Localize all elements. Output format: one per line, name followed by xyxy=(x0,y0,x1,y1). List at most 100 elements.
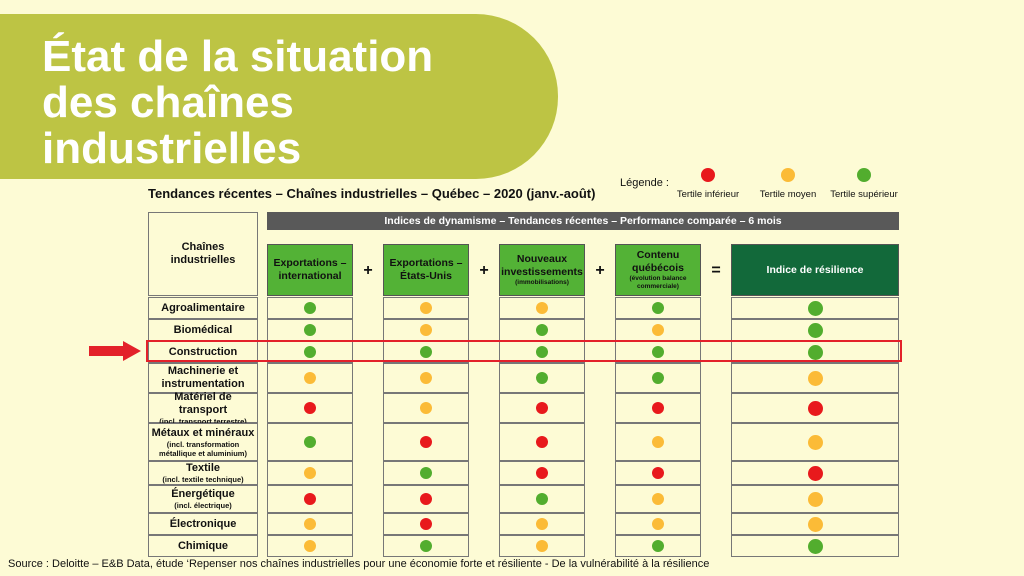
row-label-text: Construction xyxy=(168,345,238,358)
status-dot-green-icon xyxy=(536,493,548,505)
table-cell xyxy=(731,393,899,423)
table-cell xyxy=(499,535,585,557)
table-cell xyxy=(499,341,585,363)
status-dot-orange-icon xyxy=(536,302,548,314)
status-dot-orange-icon xyxy=(807,516,823,532)
table-cell xyxy=(383,423,469,461)
table-cell xyxy=(267,297,353,319)
status-dot-green-icon xyxy=(420,346,432,358)
row-label-text: Agroalimentaire xyxy=(161,301,245,314)
row-label-subtext: (incl. électrique) xyxy=(174,501,232,510)
status-dot-red-icon xyxy=(536,467,548,479)
row-label-text: Biomédical xyxy=(173,323,233,336)
row-label-subtext: (incl. textile technique) xyxy=(162,475,244,484)
row-label-subtext: (incl. transformation métallique et alum… xyxy=(159,439,247,458)
table-cell xyxy=(499,393,585,423)
status-dot-red-icon xyxy=(807,465,823,481)
table-cell xyxy=(383,363,469,393)
table-subtitle: Tendances récentes – Chaînes industriell… xyxy=(148,186,596,201)
table-cell xyxy=(267,461,353,485)
table-cell xyxy=(731,319,899,341)
status-dot-orange-icon xyxy=(420,402,432,414)
status-dot-orange-icon xyxy=(304,467,316,479)
table-cell xyxy=(731,461,899,485)
row-label: Énergétique (incl. électrique) xyxy=(148,485,258,513)
slide-title: État de la situation des chaînes industr… xyxy=(42,32,434,173)
table-cell xyxy=(615,461,701,485)
table-cell xyxy=(615,297,701,319)
column-header-label: Exportations – États-Unis xyxy=(389,257,463,282)
row-header: Chaînes industrielles xyxy=(148,212,258,296)
row-label-text: Textile xyxy=(185,462,221,474)
row-label-text: Énergétique xyxy=(171,488,235,500)
table-cell xyxy=(731,513,899,535)
table-cell xyxy=(731,297,899,319)
column-header-3: Contenu québécois (évolution balance comm… xyxy=(615,244,701,296)
legend-dot-orange-icon xyxy=(781,168,795,182)
status-dot-green-icon xyxy=(807,322,823,338)
status-dot-orange-icon xyxy=(420,372,432,384)
table-cell xyxy=(383,461,469,485)
legend-item-green: Tertile supérieur xyxy=(824,168,904,200)
source-note: Source : Deloitte – E&B Data, étude ‘Rep… xyxy=(8,558,710,570)
table-cell xyxy=(383,393,469,423)
column-header-sublabel: (évolution balance commerciale) xyxy=(629,275,687,290)
status-dot-red-icon xyxy=(652,467,664,479)
red-arrow-icon xyxy=(89,341,141,361)
legend-dot-red-icon xyxy=(701,168,715,182)
row-label: Machinerie et instrumentation xyxy=(148,363,258,393)
row-label-text: Chimique xyxy=(177,539,229,552)
table-cell xyxy=(383,535,469,557)
table-cell xyxy=(731,423,899,461)
row-label: Électronique xyxy=(148,513,258,535)
row-label-text: Matériel de transport xyxy=(174,390,232,416)
status-dot-red-icon xyxy=(420,518,432,530)
row-label: Textile (incl. textile technique) xyxy=(148,461,258,485)
table-cell xyxy=(615,535,701,557)
operator-symbol: + xyxy=(363,262,373,279)
status-dot-orange-icon xyxy=(807,434,823,450)
status-dot-green-icon xyxy=(420,540,432,552)
status-dot-orange-icon xyxy=(304,540,316,552)
column-header-1: Exportations – États-Unis xyxy=(383,244,469,296)
row-label: Métaux et minéraux (incl. transformation … xyxy=(148,423,258,461)
column-header-2: Nouveaux investissements (immobilisations… xyxy=(499,244,585,296)
row-label-text: Métaux et minéraux xyxy=(151,426,255,439)
title-banner: État de la situation des chaînes industr… xyxy=(0,14,558,179)
status-dot-orange-icon xyxy=(652,436,664,448)
row-label: Agroalimentaire xyxy=(148,297,258,319)
status-dot-orange-icon xyxy=(420,302,432,314)
table-cell xyxy=(499,461,585,485)
status-dot-orange-icon xyxy=(304,518,316,530)
status-dot-green-icon xyxy=(536,324,548,336)
status-dot-green-icon xyxy=(536,372,548,384)
status-dot-red-icon xyxy=(652,402,664,414)
status-dot-orange-icon xyxy=(807,370,823,386)
table-cell xyxy=(615,423,701,461)
status-dot-red-icon xyxy=(420,493,432,505)
table-cell xyxy=(731,341,899,363)
row-label: Matériel de transport (incl. transport te… xyxy=(148,390,258,426)
row-label-subtext: (incl. transport terrestre) xyxy=(159,416,247,426)
table-cell xyxy=(383,319,469,341)
status-dot-red-icon xyxy=(536,436,548,448)
status-dot-orange-icon xyxy=(652,493,664,505)
status-dot-orange-icon xyxy=(652,324,664,336)
status-dot-green-icon xyxy=(807,300,823,316)
table-cell xyxy=(383,485,469,513)
status-dot-green-icon xyxy=(652,372,664,384)
operator-symbol: + xyxy=(479,262,489,279)
table-cell xyxy=(615,363,701,393)
table-cell xyxy=(615,319,701,341)
status-dot-green-icon xyxy=(652,540,664,552)
status-dot-green-icon xyxy=(536,346,548,358)
status-dot-green-icon xyxy=(304,346,316,358)
status-dot-green-icon xyxy=(420,467,432,479)
row-label: Construction xyxy=(148,341,258,363)
column-header-label: Indice de résilience xyxy=(766,263,864,276)
table-cell xyxy=(383,341,469,363)
status-dot-orange-icon xyxy=(304,372,316,384)
status-dot-red-icon xyxy=(536,402,548,414)
legend-label: Tertile inférieur xyxy=(676,189,740,200)
status-dot-green-icon xyxy=(304,302,316,314)
